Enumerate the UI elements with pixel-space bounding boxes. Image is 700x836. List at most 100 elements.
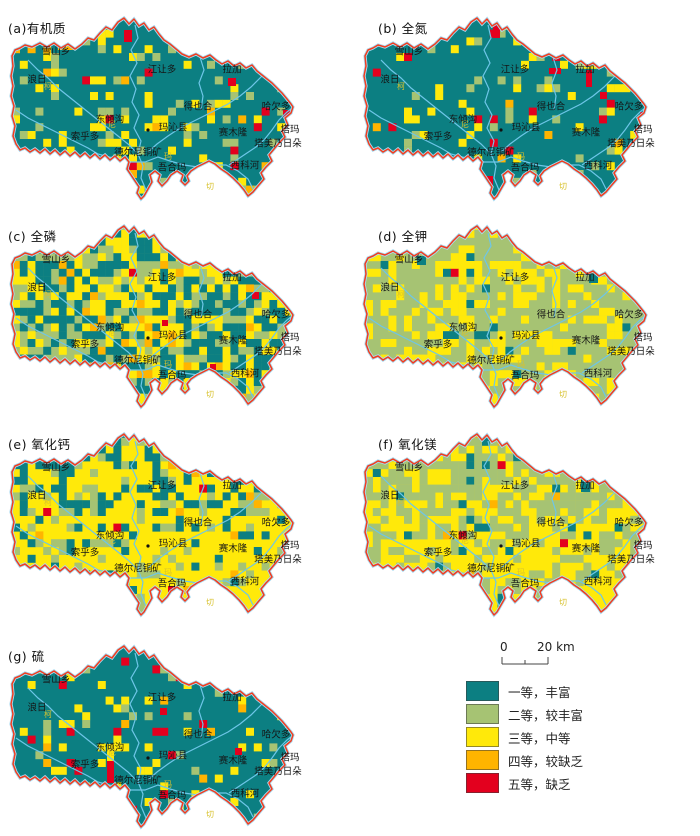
grid-cell [630, 547, 639, 555]
grid-cell [58, 461, 67, 470]
grid-cell [175, 323, 184, 332]
grid-cell [74, 401, 83, 407]
grid-cell [489, 453, 498, 462]
grid-cell [591, 245, 600, 254]
grid-cell [630, 469, 639, 477]
grid-cell [51, 378, 59, 386]
grid-cell [285, 193, 293, 199]
grid-cell [129, 253, 137, 262]
grid-cell [43, 743, 52, 752]
grid-cell [606, 385, 615, 394]
grid-cell [292, 453, 293, 462]
grid-cell [136, 284, 145, 293]
grid-cell [230, 162, 239, 171]
grid-cell [58, 484, 67, 493]
grid-cell [292, 370, 293, 379]
grid-cell [292, 378, 293, 386]
grid-cell [90, 284, 98, 293]
grid-cell [372, 401, 381, 407]
grid-cell [575, 37, 584, 46]
grid-cell [292, 253, 293, 262]
grid-cell [591, 300, 600, 308]
grid-cell [622, 523, 631, 532]
grid-cell [450, 484, 459, 493]
grid-cell [12, 547, 20, 555]
grid-cell [443, 177, 451, 186]
grid-cell [269, 307, 278, 316]
grid-cell [105, 378, 114, 386]
grid-cell [419, 378, 428, 386]
grid-cell [261, 461, 270, 470]
grid-cell [144, 743, 153, 752]
grid-cell [497, 492, 506, 501]
grid-cell [591, 162, 600, 171]
grid-cell [238, 354, 247, 363]
grid-cell [552, 339, 561, 347]
grid-cell [261, 492, 270, 501]
grid-cell [285, 315, 293, 324]
place-label: 德尔尼铜矿 [467, 355, 515, 367]
grid-cell [253, 123, 262, 132]
grid-cell [66, 798, 75, 806]
grid-cell [19, 268, 28, 277]
grid-cell [552, 245, 561, 254]
grid-cell [168, 554, 176, 563]
grid-cell [575, 253, 584, 262]
grid-cell [121, 300, 130, 308]
grid-cell [435, 393, 444, 402]
grid-cell [238, 821, 247, 827]
grid-cell [183, 461, 192, 470]
grid-cell [152, 339, 161, 347]
grid-cell [214, 562, 223, 571]
river-line [482, 440, 500, 607]
river-line [27, 267, 137, 361]
grid-cell [536, 339, 545, 347]
highlight-cell [205, 666, 212, 673]
grid-cell [191, 673, 200, 682]
panel-b-total-nitrogen: (b) 全氮 柯尼玛切雪山乡 浪日 江让多 拉加 得也合 哈欠多 东倾沟 索乎多 玛沁县 赛木隆塔… [353, 0, 698, 208]
grid-cell [427, 354, 436, 363]
grid-cell [191, 245, 200, 254]
grid-cell [160, 276, 169, 285]
grid-cell [365, 245, 373, 254]
grid-cell [129, 162, 137, 171]
grid-cell [411, 593, 420, 602]
grid-cell [238, 696, 247, 705]
panel-c-label: (c) 全磷 [8, 229, 57, 244]
grid-cell [66, 673, 75, 682]
place-label: 雪山乡 [42, 255, 71, 266]
grid-cell [560, 554, 568, 563]
grid-cell [152, 554, 161, 563]
scale-bar: 0 20 km [497, 640, 577, 668]
grid-cell [458, 315, 467, 324]
grid-cell [191, 539, 200, 548]
place-label: 吾合玛 [158, 162, 187, 174]
grid-cell [35, 378, 44, 386]
grid-cell [19, 401, 28, 407]
highlight-cell [162, 320, 168, 326]
grid-cell [505, 508, 514, 516]
grid-cell [97, 226, 106, 230]
grid-cell [58, 766, 67, 775]
place-label: 塔美乃日朵 [254, 138, 302, 150]
grid-cell [160, 253, 169, 262]
grid-cell [404, 515, 412, 524]
grid-cell [404, 609, 412, 615]
grid-cell [505, 578, 514, 587]
grid-cell [528, 53, 537, 61]
grid-cell [160, 484, 169, 493]
grid-cell [105, 193, 114, 199]
grid-cell [199, 229, 208, 238]
grid-cell [591, 226, 600, 230]
grid-cell [474, 453, 483, 462]
grid-cell [105, 261, 114, 269]
grid-cell [160, 547, 169, 555]
place-label: 索乎多 [71, 547, 100, 559]
grid-cell [51, 554, 59, 563]
grid-cell [19, 476, 28, 485]
grid-cell [97, 45, 106, 54]
grid-cell [285, 268, 293, 277]
grid-cell [246, 331, 254, 340]
grid-cell [567, 284, 576, 293]
grid-cell [269, 813, 278, 822]
